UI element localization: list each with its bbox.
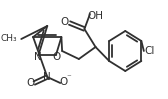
- Text: O: O: [61, 17, 69, 27]
- Text: O: O: [59, 77, 67, 87]
- Text: O: O: [53, 52, 61, 62]
- Text: N: N: [34, 52, 41, 62]
- Text: OH: OH: [88, 11, 103, 21]
- Text: Cl: Cl: [144, 46, 155, 56]
- Text: N: N: [43, 72, 51, 82]
- Text: ⁻: ⁻: [66, 73, 71, 82]
- Text: O: O: [26, 78, 35, 88]
- Text: CH₃: CH₃: [1, 33, 17, 42]
